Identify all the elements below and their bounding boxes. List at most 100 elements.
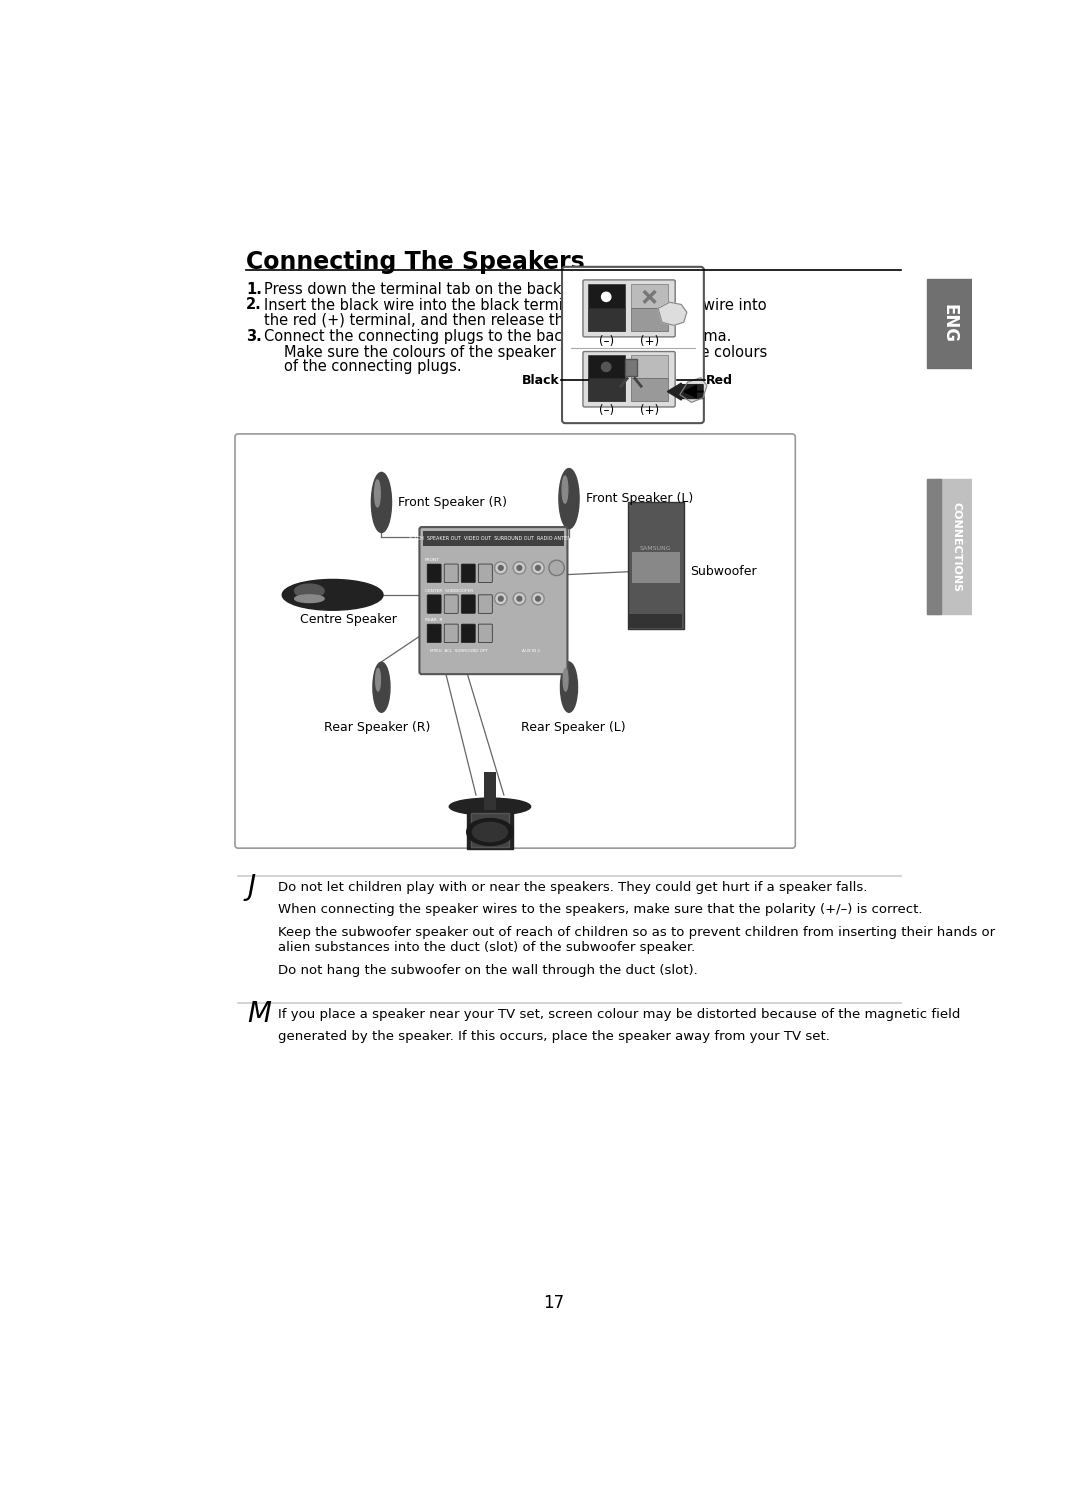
Text: Do not hang the subwoofer on the wall through the duct (slot).: Do not hang the subwoofer on the wall th… bbox=[279, 964, 698, 977]
Circle shape bbox=[549, 560, 565, 576]
Bar bbox=[927, 279, 972, 367]
FancyBboxPatch shape bbox=[444, 624, 458, 643]
Text: M: M bbox=[247, 1001, 271, 1028]
Circle shape bbox=[516, 565, 523, 571]
Bar bbox=[630, 615, 683, 628]
Bar bbox=[588, 355, 625, 379]
Text: (–): (–) bbox=[598, 336, 613, 348]
Text: REAR  R: REAR R bbox=[424, 618, 443, 622]
FancyBboxPatch shape bbox=[478, 624, 492, 643]
FancyBboxPatch shape bbox=[444, 595, 458, 613]
Ellipse shape bbox=[449, 798, 530, 815]
Circle shape bbox=[495, 561, 507, 574]
Text: SAMSUNG: SAMSUNG bbox=[640, 546, 672, 551]
Text: Rear Speaker (L): Rear Speaker (L) bbox=[521, 721, 625, 734]
Bar bbox=[631, 309, 669, 331]
Polygon shape bbox=[679, 377, 707, 403]
Text: Make sure the colours of the speaker terminals match the colours: Make sure the colours of the speaker ter… bbox=[284, 345, 767, 360]
Text: 1.: 1. bbox=[246, 282, 261, 297]
Circle shape bbox=[513, 561, 526, 574]
Text: MPEG  ACL  SURROUND OPT: MPEG ACL SURROUND OPT bbox=[430, 649, 487, 653]
Text: of the connecting plugs.: of the connecting plugs. bbox=[284, 358, 461, 373]
Bar bbox=[423, 531, 564, 546]
Text: Keep the subwoofer speaker out of reach of children so as to prevent children fr: Keep the subwoofer speaker out of reach … bbox=[279, 925, 996, 938]
FancyBboxPatch shape bbox=[461, 595, 475, 613]
Bar bbox=[627, 503, 684, 630]
Text: Subwoofer: Subwoofer bbox=[690, 565, 756, 579]
Ellipse shape bbox=[376, 668, 380, 691]
FancyBboxPatch shape bbox=[583, 352, 675, 407]
Ellipse shape bbox=[372, 473, 392, 533]
Bar bbox=[631, 377, 669, 401]
Ellipse shape bbox=[559, 468, 579, 528]
Ellipse shape bbox=[295, 595, 324, 603]
Text: Red: Red bbox=[706, 373, 733, 386]
Text: Connecting The Speakers: Connecting The Speakers bbox=[246, 251, 584, 275]
FancyBboxPatch shape bbox=[444, 564, 458, 582]
Bar bbox=[471, 813, 510, 847]
FancyBboxPatch shape bbox=[428, 624, 441, 643]
Ellipse shape bbox=[373, 662, 390, 712]
Circle shape bbox=[498, 565, 504, 571]
Circle shape bbox=[531, 592, 544, 604]
Text: the red (+) terminal, and then release the tab.: the red (+) terminal, and then release t… bbox=[265, 312, 607, 327]
FancyBboxPatch shape bbox=[461, 624, 475, 643]
Circle shape bbox=[535, 565, 541, 571]
FancyBboxPatch shape bbox=[235, 434, 795, 847]
Ellipse shape bbox=[473, 822, 508, 841]
Bar bbox=[588, 309, 625, 331]
FancyArrow shape bbox=[667, 383, 703, 400]
Bar bbox=[588, 377, 625, 401]
Bar bbox=[484, 771, 496, 810]
FancyBboxPatch shape bbox=[428, 564, 441, 582]
Text: 2.: 2. bbox=[246, 297, 261, 312]
Text: Centre Speaker: Centre Speaker bbox=[300, 613, 397, 627]
Bar bbox=[927, 479, 941, 615]
Text: Press down the terminal tab on the back of the speaker.: Press down the terminal tab on the back … bbox=[265, 282, 676, 297]
Circle shape bbox=[602, 292, 611, 301]
Text: If you place a speaker near your TV set, screen colour may be distorted because : If you place a speaker near your TV set,… bbox=[279, 1009, 961, 1021]
Text: 17: 17 bbox=[543, 1294, 564, 1313]
Bar bbox=[927, 479, 972, 615]
Text: ENG: ENG bbox=[941, 304, 959, 343]
FancyBboxPatch shape bbox=[583, 280, 675, 337]
Ellipse shape bbox=[295, 583, 324, 598]
Ellipse shape bbox=[375, 480, 380, 507]
Circle shape bbox=[498, 595, 504, 601]
Bar bbox=[631, 283, 669, 309]
Bar bbox=[631, 355, 669, 379]
Text: Rear Speaker (R): Rear Speaker (R) bbox=[324, 721, 431, 734]
FancyBboxPatch shape bbox=[478, 595, 492, 613]
Text: 3.: 3. bbox=[246, 330, 261, 345]
Circle shape bbox=[531, 561, 544, 574]
Bar bbox=[588, 283, 625, 309]
Circle shape bbox=[602, 363, 611, 372]
Text: (+): (+) bbox=[640, 336, 659, 348]
Text: Front Speaker (R): Front Speaker (R) bbox=[399, 495, 508, 509]
Ellipse shape bbox=[563, 668, 568, 691]
Text: FRONT: FRONT bbox=[424, 558, 440, 562]
FancyBboxPatch shape bbox=[428, 595, 441, 613]
Text: (–): (–) bbox=[598, 404, 613, 418]
FancyBboxPatch shape bbox=[419, 527, 567, 674]
Text: When connecting the speaker wires to the speakers, make sure that the polarity (: When connecting the speaker wires to the… bbox=[279, 903, 923, 916]
Text: generated by the speaker. If this occurs, place the speaker away from your TV se: generated by the speaker. If this occurs… bbox=[279, 1029, 831, 1043]
Circle shape bbox=[513, 592, 526, 604]
Text: Do not let children play with or near the speakers. They could get hurt if a spe: Do not let children play with or near th… bbox=[279, 880, 867, 894]
Text: Black: Black bbox=[522, 373, 559, 386]
Circle shape bbox=[516, 595, 523, 601]
Text: Front Speaker (L): Front Speaker (L) bbox=[586, 492, 693, 506]
Bar bbox=[632, 552, 679, 583]
Ellipse shape bbox=[561, 662, 578, 712]
Bar bbox=[625, 360, 637, 376]
Text: Connect the connecting plugs to the back of the Home Cinema.: Connect the connecting plugs to the back… bbox=[265, 330, 732, 345]
Ellipse shape bbox=[467, 819, 513, 846]
Text: Insert the black wire into the black terminal (–) and the red wire into: Insert the black wire into the black ter… bbox=[265, 297, 767, 312]
Text: alien substances into the duct (slot) of the subwoofer speaker.: alien substances into the duct (slot) of… bbox=[279, 941, 696, 953]
Text: (+): (+) bbox=[640, 404, 659, 418]
Polygon shape bbox=[658, 303, 687, 325]
Ellipse shape bbox=[563, 476, 568, 503]
Text: AUX IN 2: AUX IN 2 bbox=[523, 649, 540, 653]
Circle shape bbox=[495, 592, 507, 604]
Bar bbox=[467, 807, 513, 849]
